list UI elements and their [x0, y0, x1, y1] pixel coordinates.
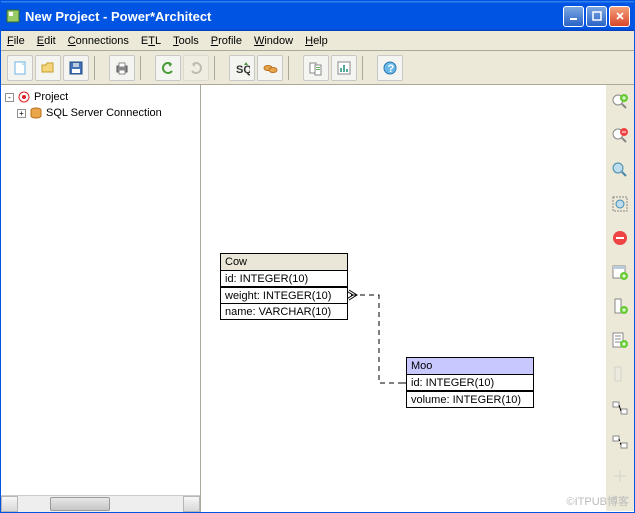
copy-props-button[interactable]: [303, 55, 329, 81]
profile-button[interactable]: [331, 55, 357, 81]
menu-connections[interactable]: Connections: [68, 35, 129, 47]
tree-connection[interactable]: + SQL Server Connection: [17, 105, 196, 121]
menu-tools[interactable]: Tools: [173, 35, 199, 47]
tree-project-label: Project: [34, 91, 68, 103]
close-button[interactable]: [609, 6, 630, 27]
minimize-button[interactable]: [563, 6, 584, 27]
table-moo-col: volume: INTEGER(10): [407, 391, 533, 407]
table-moo-pk: id: INTEGER(10): [407, 374, 533, 390]
open-button[interactable]: [35, 55, 61, 81]
expand-icon[interactable]: +: [17, 109, 26, 118]
tree-project[interactable]: - Project: [5, 89, 196, 105]
menu-profile[interactable]: Profile: [211, 35, 242, 47]
diagram-canvas[interactable]: Cow id: INTEGER(10) weight: INTEGER(10) …: [201, 85, 634, 512]
scroll-thumb[interactable]: [50, 497, 110, 511]
undo-button[interactable]: [155, 55, 181, 81]
tree-connection-label: SQL Server Connection: [46, 107, 162, 119]
table-cow-col: weight: INTEGER(10): [221, 287, 347, 303]
menu-etl[interactable]: ETL: [141, 35, 161, 47]
table-cow-col: name: VARCHAR(10): [221, 303, 347, 319]
sql-button[interactable]: SQL: [229, 55, 255, 81]
toolbar: SQL ?: [1, 51, 634, 85]
tree-scrollbar[interactable]: [1, 495, 200, 512]
tree-panel: - Project + SQL Server Connection: [1, 85, 201, 512]
redo-button[interactable]: [183, 55, 209, 81]
target-icon: [17, 90, 31, 104]
scroll-right-button[interactable]: [183, 496, 200, 512]
menubar: File Edit Connections ETL Tools Profile …: [1, 31, 634, 51]
table-moo-header: Moo: [407, 358, 533, 374]
compare-button[interactable]: [257, 55, 283, 81]
scroll-left-button[interactable]: [1, 496, 18, 512]
maximize-button[interactable]: [586, 6, 607, 27]
collapse-icon[interactable]: -: [5, 93, 14, 102]
menu-edit[interactable]: Edit: [37, 35, 56, 47]
menu-window[interactable]: Window: [254, 35, 293, 47]
new-button[interactable]: [7, 55, 33, 81]
table-cow[interactable]: Cow id: INTEGER(10) weight: INTEGER(10) …: [220, 253, 348, 320]
titlebar: New Project - Power*Architect: [1, 1, 634, 31]
table-cow-pk: id: INTEGER(10): [221, 270, 347, 286]
watermark: ©ITPUB博客: [567, 493, 630, 509]
save-button[interactable]: [63, 55, 89, 81]
database-icon: [29, 106, 43, 120]
menu-help[interactable]: Help: [305, 35, 328, 47]
app-icon: [5, 8, 21, 24]
print-button[interactable]: [109, 55, 135, 81]
help-button[interactable]: ?: [377, 55, 403, 81]
table-cow-header: Cow: [221, 254, 347, 270]
window-title: New Project - Power*Architect: [25, 9, 563, 24]
table-moo[interactable]: Moo id: INTEGER(10) volume: INTEGER(10): [406, 357, 534, 408]
menu-file[interactable]: File: [7, 35, 25, 47]
svg-text:?: ?: [388, 63, 395, 75]
svg-text:SQL: SQL: [236, 64, 250, 76]
